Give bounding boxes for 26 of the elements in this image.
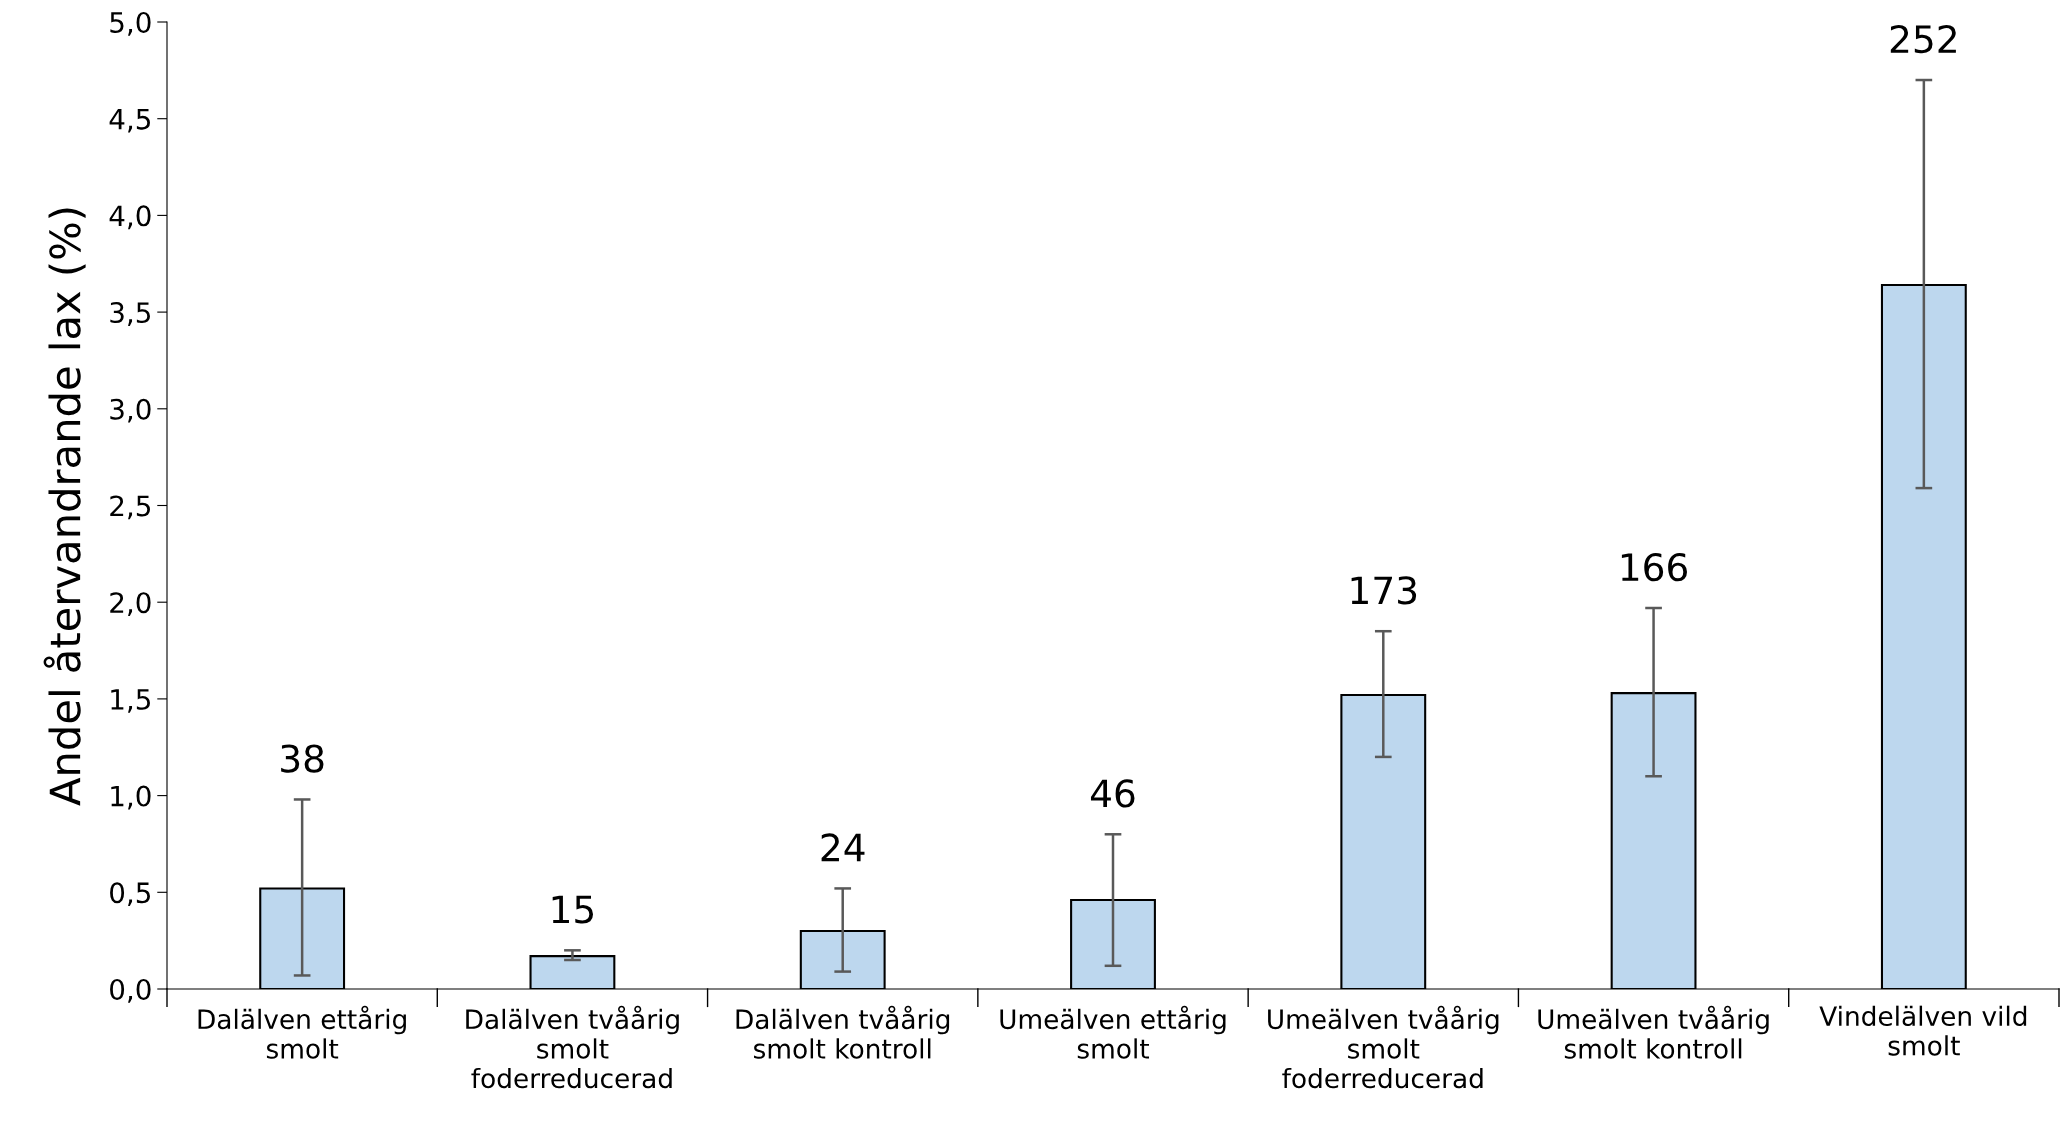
y-tick-label: 2,5 (110, 495, 150, 520)
y-tick-label: 1,0 (111, 785, 151, 810)
x-tick-label: Vindelälven vild smolt (1819, 1005, 2027, 1056)
y-tick-label: 4,0 (109, 205, 151, 230)
y-tick-label: 0,5 (110, 882, 150, 907)
x-tick-label: Dalälven ettårig smolt (198, 1005, 406, 1059)
y-axis-title: Andel återvandrande lax (%) (43, 208, 86, 806)
y-tick-label: 2,0 (110, 592, 151, 616)
annotation: 38 (281, 744, 324, 773)
annotation: 46 (1090, 779, 1135, 808)
annotation: 24 (821, 833, 865, 862)
x-tick-label: Umeälven tvåårig smolt kontroll (1538, 1005, 1769, 1059)
y-tick-label: 3,5 (110, 302, 150, 326)
x-tick-label: Dalälven tvåårig smolt kontroll (736, 1005, 950, 1059)
y-tick-label: 0,0 (110, 978, 151, 1003)
annotation: 166 (1621, 552, 1687, 582)
y-tick-label: 4,5 (109, 109, 150, 133)
y-tick-label: 1,5 (111, 689, 150, 713)
annotation: 173 (1351, 576, 1417, 605)
y-tick-label: 5,0 (110, 11, 151, 36)
x-tick-label: Dalälven tvåårig smolt foderreducerad (466, 1005, 679, 1089)
x-tick-label: Umeälven tvåårig smolt foderreducerad (1268, 1005, 1499, 1089)
x-tick-label: Umeälven ettårig smolt (1000, 1005, 1226, 1059)
y-tick-label: 3,0 (110, 398, 151, 423)
annotation: 15 (552, 895, 594, 924)
annotation: 252 (1890, 24, 1956, 54)
